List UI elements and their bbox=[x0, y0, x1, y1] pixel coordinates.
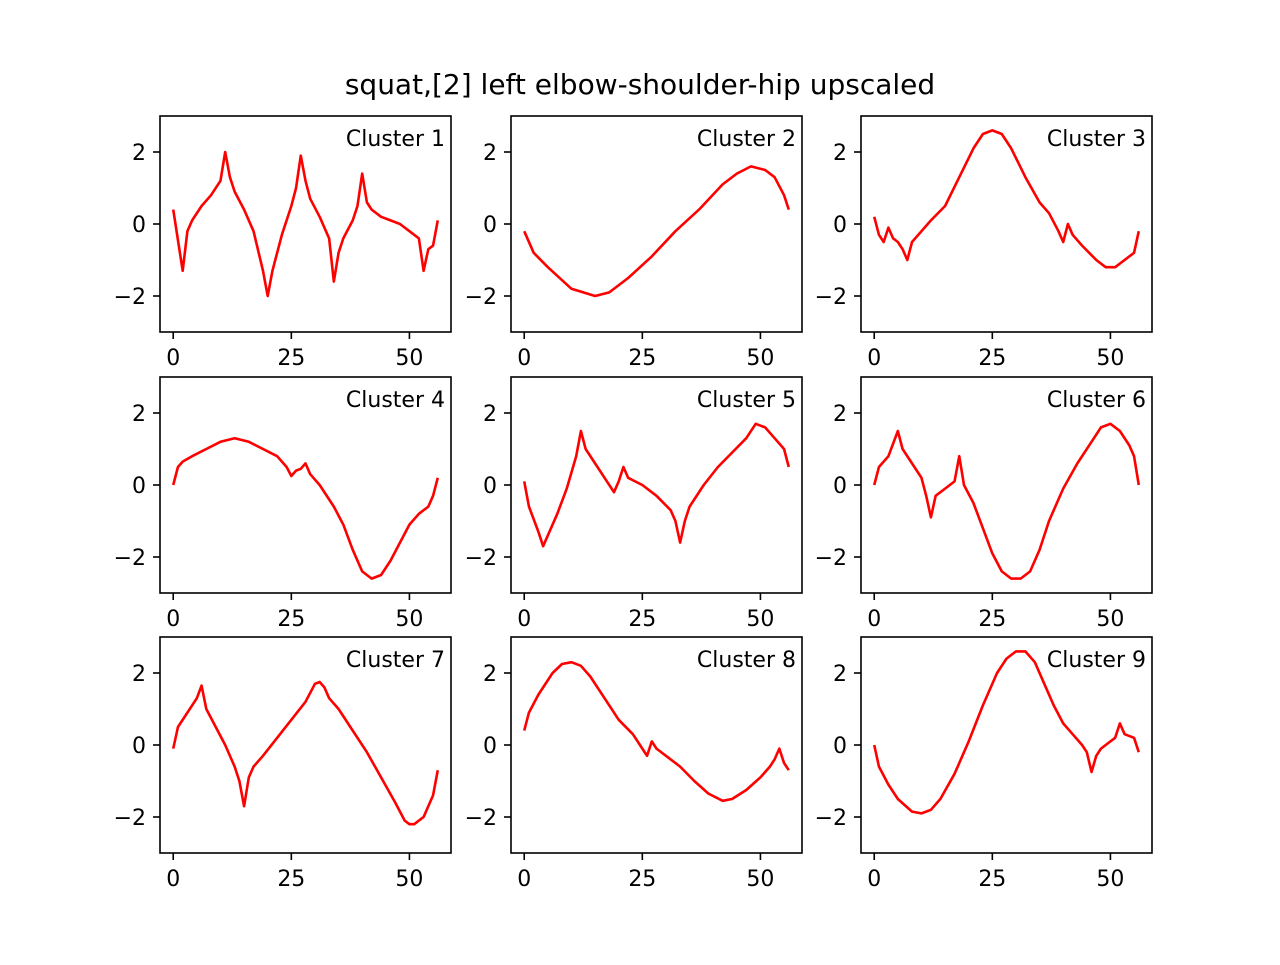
subplot-title: Cluster 8 bbox=[697, 648, 796, 673]
x-tick-label: 50 bbox=[1096, 867, 1124, 892]
subplot-title: Cluster 3 bbox=[1047, 127, 1146, 152]
x-tick-label: 0 bbox=[166, 867, 180, 892]
x-tick-label: 50 bbox=[395, 607, 423, 632]
y-tick-label: 2 bbox=[132, 402, 146, 427]
subplot-title: Cluster 1 bbox=[346, 127, 445, 152]
y-tick-label: 0 bbox=[833, 474, 847, 499]
series-line bbox=[872, 422, 1141, 580]
x-tick-label: 0 bbox=[517, 607, 531, 632]
y-tick-label: −2 bbox=[815, 806, 847, 831]
series-line bbox=[171, 150, 440, 298]
x-tick-label: 25 bbox=[628, 867, 656, 892]
x-tick-label: 25 bbox=[978, 867, 1006, 892]
x-tick-label: 50 bbox=[395, 346, 423, 371]
series-line bbox=[522, 422, 791, 548]
y-tick-label: 2 bbox=[132, 662, 146, 687]
subplot-2: 0 25 50 −2 0 2 Cluster 2 bbox=[465, 115, 803, 371]
x-tick-label: 0 bbox=[867, 346, 881, 371]
x-tick-label: 25 bbox=[628, 346, 656, 371]
y-tick-label: 2 bbox=[483, 402, 497, 427]
series-line bbox=[872, 129, 1141, 269]
series-line bbox=[171, 680, 440, 826]
subplot-title: Cluster 5 bbox=[697, 388, 796, 413]
series-line bbox=[522, 660, 790, 803]
subplot-7: 0 25 50 −2 0 2 Cluster 7 bbox=[114, 636, 452, 892]
series-line bbox=[523, 165, 791, 298]
x-tick-label: 0 bbox=[166, 346, 180, 371]
x-tick-label: 50 bbox=[395, 867, 423, 892]
y-tick-label: 0 bbox=[483, 734, 497, 759]
x-tick-label: 25 bbox=[628, 607, 656, 632]
subplot-9: 0 25 50 −2 0 2 Cluster 9 bbox=[815, 636, 1153, 892]
y-tick-label: 0 bbox=[483, 474, 497, 499]
y-tick-label: −2 bbox=[114, 285, 146, 310]
x-tick-label: 50 bbox=[1096, 346, 1124, 371]
series-line bbox=[171, 436, 440, 580]
subplot-title: Cluster 6 bbox=[1047, 388, 1146, 413]
x-tick-label: 50 bbox=[746, 346, 774, 371]
subplot-4: 0 25 50 −2 0 2 Cluster 4 bbox=[114, 376, 452, 632]
series-line bbox=[872, 650, 1141, 815]
x-tick-label: 50 bbox=[1096, 607, 1124, 632]
subplot-title: Cluster 2 bbox=[697, 127, 796, 152]
subplot-6: 0 25 50 −2 0 2 Cluster 6 bbox=[815, 376, 1153, 632]
y-tick-label: 0 bbox=[833, 734, 847, 759]
y-tick-label: −2 bbox=[465, 546, 497, 571]
subplot-5: 0 25 50 −2 0 2 Cluster 5 bbox=[465, 376, 803, 632]
y-tick-label: −2 bbox=[465, 806, 497, 831]
y-tick-label: 0 bbox=[132, 734, 146, 759]
x-tick-label: 25 bbox=[978, 607, 1006, 632]
x-tick-label: 25 bbox=[978, 346, 1006, 371]
y-tick-label: −2 bbox=[815, 546, 847, 571]
y-tick-label: 2 bbox=[132, 141, 146, 166]
subplot-title: Cluster 9 bbox=[1047, 648, 1146, 673]
y-tick-label: 0 bbox=[483, 213, 497, 238]
y-tick-label: 2 bbox=[833, 141, 847, 166]
y-tick-label: 2 bbox=[833, 662, 847, 687]
y-tick-label: −2 bbox=[815, 285, 847, 310]
subplot-title: Cluster 7 bbox=[346, 648, 445, 673]
x-tick-label: 0 bbox=[517, 346, 531, 371]
y-tick-label: 0 bbox=[833, 213, 847, 238]
x-tick-label: 50 bbox=[746, 607, 774, 632]
subplot-3: 0 25 50 −2 0 2 Cluster 3 bbox=[815, 115, 1153, 371]
y-tick-label: 2 bbox=[833, 402, 847, 427]
y-tick-label: 0 bbox=[132, 213, 146, 238]
x-tick-label: 25 bbox=[277, 867, 305, 892]
subplot-1: 0 25 50 −2 0 2 Cluster 1 bbox=[114, 115, 452, 371]
y-tick-label: 2 bbox=[483, 662, 497, 687]
subplot-title: Cluster 4 bbox=[346, 388, 445, 413]
x-tick-label: 25 bbox=[277, 346, 305, 371]
y-tick-label: −2 bbox=[114, 546, 146, 571]
x-tick-label: 50 bbox=[746, 867, 774, 892]
y-tick-label: 2 bbox=[483, 141, 497, 166]
x-tick-label: 25 bbox=[277, 607, 305, 632]
figure-title: squat,[2] left elbow-shoulder-hip upscal… bbox=[344, 68, 936, 101]
x-tick-label: 0 bbox=[867, 607, 881, 632]
x-tick-label: 0 bbox=[517, 867, 531, 892]
x-tick-label: 0 bbox=[166, 607, 180, 632]
y-tick-label: −2 bbox=[465, 285, 497, 310]
subplot-8: 0 25 50 −2 0 2 Cluster 8 bbox=[465, 636, 803, 892]
y-tick-label: 0 bbox=[132, 474, 146, 499]
x-tick-label: 0 bbox=[867, 867, 881, 892]
y-tick-label: −2 bbox=[114, 806, 146, 831]
